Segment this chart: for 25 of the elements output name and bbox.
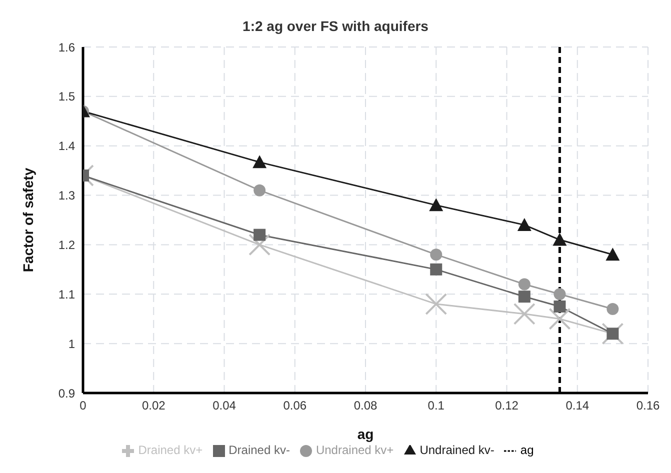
x-tick-label: 0.1 [428, 398, 445, 413]
chart-title: 1:2 ag over FS with aquifers [242, 17, 430, 36]
y-tick-label: 0.9 [58, 386, 76, 400]
y-tick-label: 1.2 [58, 238, 76, 252]
legend-label: Undrained kv- [420, 443, 494, 457]
x-tick-label: 0.04 [212, 398, 236, 413]
y-tick-label: 1.6 [58, 40, 76, 54]
x-axis-title: ag [357, 426, 374, 442]
x-tick-label: 0.16 [636, 398, 660, 413]
x-tick-label: 0.06 [283, 398, 307, 413]
legend-label: Undrained kv+ [316, 443, 394, 457]
y-tick-label: 1 [68, 336, 76, 351]
x-tick-label: 0.08 [354, 398, 378, 413]
x-tick-label: 0.02 [142, 398, 166, 413]
y-tick-label: 1.5 [58, 90, 76, 104]
y-tick-label: 1.3 [58, 188, 76, 203]
y-axis-title: Factor of safety [20, 168, 36, 272]
y-tick-label: 1.1 [58, 287, 76, 302]
legend-label: Drained kv+ [138, 443, 203, 457]
legend-label: Drained kv- [228, 443, 290, 457]
legend-label: ag [520, 443, 534, 457]
x-tick-label: 0.12 [495, 398, 519, 413]
x-tick-label: 0.14 [566, 398, 590, 413]
x-tick-label: 0 [80, 398, 87, 413]
y-tick-label: 1.4 [58, 139, 76, 154]
